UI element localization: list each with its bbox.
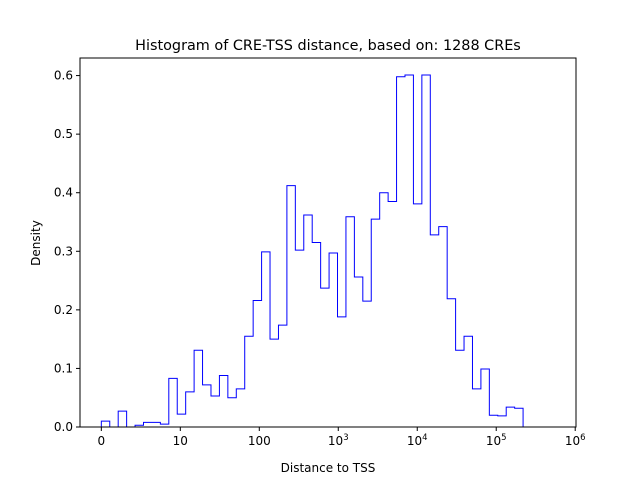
histogram-bin — [312, 243, 320, 428]
histogram-bin — [413, 204, 421, 427]
histogram-bin — [236, 389, 244, 427]
x-tick-label: 106 — [565, 433, 586, 448]
histogram-bin — [354, 277, 362, 427]
y-tick-label: 0.5 — [54, 127, 73, 141]
histogram-bin — [506, 407, 514, 427]
histogram-bin — [338, 317, 346, 427]
histogram-bin — [430, 235, 438, 427]
x-tick-label: 105 — [486, 433, 507, 448]
y-axis-label: Density — [29, 220, 43, 266]
histogram-bin — [472, 389, 480, 427]
x-tick-label: 104 — [407, 433, 428, 448]
histogram-bin — [447, 299, 455, 427]
histogram-bin — [329, 253, 337, 427]
histogram-bin — [380, 193, 388, 427]
histogram-bin — [481, 369, 489, 427]
histogram-bin — [152, 422, 160, 427]
histogram-bin — [321, 288, 329, 427]
chart-title: Histogram of CRE-TSS distance, based on:… — [135, 38, 521, 54]
histogram-bin — [211, 396, 219, 427]
histogram-bin — [346, 217, 354, 427]
histogram-bin — [405, 75, 413, 427]
histogram-bin — [422, 75, 430, 427]
y-tick-label: 0.1 — [54, 361, 73, 375]
histogram-bin — [304, 215, 312, 427]
y-tick-label: 0.3 — [54, 244, 73, 258]
histogram-bin — [101, 421, 109, 427]
histogram-bin — [203, 385, 211, 427]
histogram-bin — [177, 414, 185, 427]
histogram-bin — [270, 339, 278, 427]
histogram-bin — [262, 252, 270, 427]
x-tick-label: 103 — [328, 433, 349, 448]
x-tick-label: 100 — [248, 434, 271, 448]
histogram-bin — [439, 227, 447, 427]
histogram-bin — [397, 77, 405, 427]
histogram-bin — [144, 422, 152, 427]
x-tick-label: 0 — [98, 434, 106, 448]
histogram-bin — [219, 375, 227, 427]
x-axis-label: Distance to TSS — [281, 461, 376, 475]
histogram-bin — [388, 202, 396, 428]
histogram-bin — [456, 350, 464, 427]
histogram-bin — [498, 416, 506, 427]
plot-frame — [79, 57, 577, 428]
histogram-bin — [245, 336, 253, 427]
histogram-bin — [186, 392, 194, 427]
y-tick-label: 0.6 — [54, 69, 73, 83]
y-tick-label: 0.2 — [54, 303, 73, 317]
histogram-bin — [295, 250, 303, 427]
histogram-bin — [169, 378, 177, 427]
histogram-bin — [228, 398, 236, 427]
histogram-bin — [278, 325, 286, 427]
histogram-step-outline — [100, 74, 524, 428]
histogram-bin — [464, 336, 472, 427]
histogram-bin — [287, 186, 295, 427]
histogram-bin — [253, 300, 261, 427]
histogram-bin — [118, 411, 126, 427]
histogram-bin — [489, 415, 497, 427]
histogram-bin — [515, 408, 523, 427]
y-tick-label: 0.0 — [54, 420, 73, 434]
histogram-bin — [194, 350, 202, 427]
histogram-bin — [371, 219, 379, 427]
x-tick-label: 10 — [173, 434, 188, 448]
y-tick-label: 0.4 — [54, 186, 73, 200]
histogram-bin — [363, 301, 371, 427]
